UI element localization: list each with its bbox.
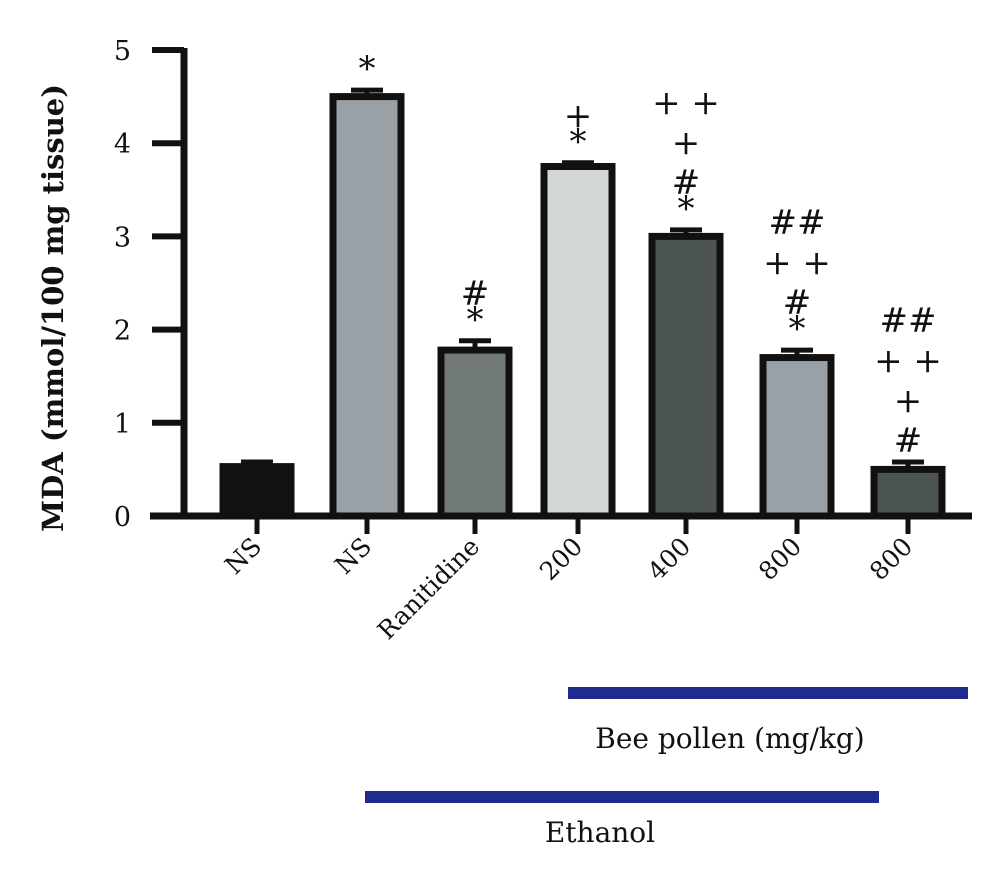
y-tick-label: 5	[114, 36, 131, 67]
bee-pollen-group-label: Bee pollen (mg/kg)	[595, 722, 864, 755]
significance-mark: *	[789, 309, 806, 349]
significance-mark: #	[894, 421, 923, 461]
bar	[648, 232, 724, 520]
y-tick-label: 2	[114, 316, 131, 347]
significance-mark: #	[672, 163, 701, 203]
x-tick-label: Ranitidine	[372, 532, 485, 645]
bar	[870, 465, 946, 520]
bar	[219, 463, 295, 520]
x-tick-label: NS	[329, 532, 377, 580]
ethanol-group-label: Ethanol	[545, 816, 655, 849]
y-axis-label: MDA (mmol/100 mg tissue)	[36, 84, 70, 532]
x-tick-label: 200	[534, 532, 588, 586]
significance-mark: *	[467, 300, 484, 340]
significance-mark: *	[359, 49, 376, 89]
y-tick-label: 4	[114, 129, 131, 160]
bar	[437, 346, 513, 520]
y-tick-label: 0	[114, 502, 131, 533]
x-tick-label: 800	[753, 532, 807, 586]
y-tick-label: 3	[114, 222, 131, 253]
significance-mark: +	[894, 381, 923, 421]
bar	[540, 163, 616, 520]
bar	[759, 354, 835, 520]
x-tick-label: 800	[864, 532, 918, 586]
y-tick-label: 1	[114, 409, 131, 440]
x-tick-label: 400	[642, 532, 696, 586]
x-tick-label: NS	[219, 532, 267, 580]
significance-mark: +	[564, 96, 593, 136]
bar	[329, 93, 405, 520]
significance-mark: ##	[769, 203, 826, 243]
significance-mark: + +	[874, 341, 942, 381]
significance-mark: *	[678, 189, 695, 229]
significance-mark: + +	[652, 83, 720, 123]
significance-mark: #	[461, 274, 490, 314]
significance-mark: ##	[880, 301, 937, 341]
significance-mark: + +	[763, 243, 831, 283]
significance-mark: +	[672, 123, 701, 163]
significance-mark: *	[570, 122, 587, 162]
significance-mark: #	[783, 283, 812, 323]
